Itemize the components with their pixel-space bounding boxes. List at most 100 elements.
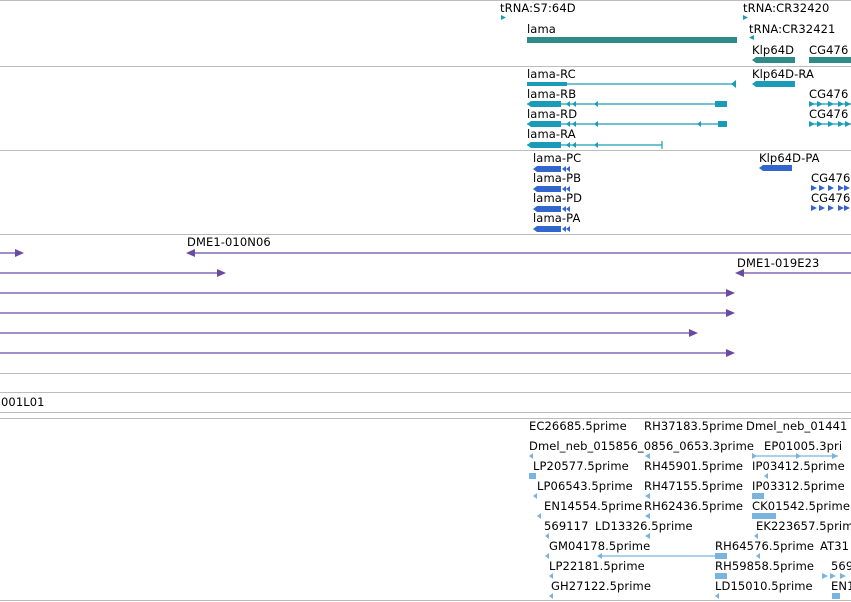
cg476-transcript-glyph-1 <box>809 101 851 107</box>
gene-label[interactable]: tRNA:CR32421 <box>749 22 836 36</box>
transcript-label[interactable]: lama-RD <box>527 107 578 121</box>
protein-label[interactable]: CG476 <box>811 171 851 185</box>
est-glyph <box>832 593 840 599</box>
est-label[interactable]: RH45901.5prime <box>644 459 744 473</box>
trna-s7-64d-glyph <box>501 15 506 20</box>
clone-dme1-019e23-glyph <box>735 269 851 277</box>
est-label[interactable]: EN14554.5prime <box>544 499 643 513</box>
est-glyph <box>752 493 764 499</box>
est-label[interactable]: EP01005.3pri <box>764 439 843 453</box>
cg476-protein-glyph-2 <box>811 205 850 211</box>
est-track-glyphs <box>529 453 846 599</box>
gene-label[interactable]: tRNA:S7:64D <box>500 1 576 15</box>
est-glyph <box>645 493 650 499</box>
est-label[interactable]: EK223657.5prime <box>756 519 851 533</box>
protein-label[interactable]: lama-PC <box>533 151 582 165</box>
est-label[interactable]: IP03312.5prime <box>752 479 845 493</box>
est-label[interactable]: 569 <box>831 559 851 573</box>
transcript-label[interactable]: lama-RB <box>527 87 577 101</box>
klp64d-pa-glyph <box>759 165 792 171</box>
protein-label[interactable]: lama-PA <box>533 211 581 225</box>
lama-rd-glyph <box>527 121 727 127</box>
est-glyph <box>645 533 650 539</box>
protein-label[interactable]: CG476 <box>811 191 851 205</box>
lama-gene-glyph <box>527 37 737 43</box>
transcript-track: lama-RC lama-RB lama-RD lama-RA Klp64D-R… <box>0 66 851 150</box>
transcript-label[interactable]: lama-RA <box>527 127 576 141</box>
est-glyph <box>822 573 846 579</box>
est-label[interactable]: EC26685.5prime <box>529 419 627 433</box>
clone-label[interactable]: DME1-019E23 <box>737 256 820 270</box>
track-separator <box>0 392 851 393</box>
est-label[interactable]: EN1 <box>831 579 851 593</box>
clone-glyph-1 <box>0 249 24 257</box>
gene-track: tRNA:S7:64D lama tRNA:CR32420 tRNA:CR324… <box>0 0 851 66</box>
est-label[interactable]: AT31 <box>820 539 850 553</box>
transcript-label[interactable]: CG476 <box>809 87 849 101</box>
gene-track-glyphs <box>501 15 851 63</box>
est-label[interactable]: RH59858.5prime <box>715 559 815 573</box>
protein-label[interactable]: Klp64D-PA <box>759 151 820 165</box>
est-label[interactable]: LD15010.5prime <box>715 579 813 593</box>
est-glyph <box>533 493 537 499</box>
clone-glyph-6 <box>0 349 735 357</box>
transcript-label[interactable]: Klp64D-RA <box>752 67 814 81</box>
lama-rb-glyph <box>527 101 727 107</box>
est-glyph <box>756 553 760 559</box>
est-label[interactable]: GH27122.5prime <box>551 579 652 593</box>
est-glyph <box>645 453 650 459</box>
clone-track: DME1-010N06 DME1-019E23 <box>0 234 851 373</box>
est-label[interactable]: RH37183.5prime <box>644 419 744 433</box>
clone-dme1-010n06-glyph <box>186 249 851 257</box>
est-label[interactable]: Dmel_neb_01441 <box>746 419 848 433</box>
est-label[interactable]: CK01542.5prime <box>752 499 851 513</box>
transcript-label[interactable]: CG476 <box>809 107 849 121</box>
est-label[interactable]: LP22181.5prime <box>549 559 645 573</box>
est-glyph <box>529 453 533 459</box>
est-label[interactable]: RH64576.5prime <box>715 539 815 553</box>
track-separator <box>0 418 851 419</box>
est-label[interactable]: IP03412.5prime <box>752 459 845 473</box>
track-separator <box>0 234 851 235</box>
gene-label[interactable]: lama <box>527 22 556 36</box>
lama-rc-glyph <box>527 80 736 88</box>
est-track: EC26685.5prime RH37183.5prime Dmel_neb_0… <box>0 418 851 600</box>
protein-label[interactable]: lama-PB <box>533 171 582 185</box>
est-label[interactable]: LD13326.5prime <box>595 519 693 533</box>
est-label[interactable]: RH62436.5prime <box>644 499 744 513</box>
est-glyph <box>645 513 650 519</box>
est-label[interactable]: GM04178.5prime <box>549 539 651 553</box>
clone-glyph-3 <box>0 289 735 297</box>
est-label[interactable]: 569117 <box>544 519 589 533</box>
est-label[interactable]: LP06543.5prime <box>537 479 633 493</box>
gene-label[interactable]: Klp64D <box>752 43 795 57</box>
cg476-gene-glyph <box>809 57 851 63</box>
est-glyph <box>545 553 549 559</box>
est-glyph <box>715 573 727 579</box>
est-label[interactable]: LP20577.5prime <box>533 459 629 473</box>
lama-pc-glyph <box>533 166 570 172</box>
est-glyph <box>715 593 719 599</box>
est-glyph <box>764 473 768 479</box>
klp64d-gene-glyph <box>752 57 795 63</box>
protein-label[interactable]: lama-PD <box>533 191 583 205</box>
clone-track-glyphs <box>0 249 851 357</box>
misc-track: 001L01 <box>0 392 851 412</box>
misc-label[interactable]: 001L01 <box>1 395 45 409</box>
est-label[interactable]: RH47155.5prime <box>644 479 744 493</box>
est-glyph <box>752 513 776 519</box>
est-glyph <box>752 453 838 459</box>
gene-label[interactable]: tRNA:CR32420 <box>743 1 830 15</box>
gene-label[interactable]: CG476 <box>809 43 849 57</box>
cg476-transcript-glyph-2 <box>809 121 851 127</box>
track-separator <box>0 600 851 601</box>
est-glyph <box>549 573 553 579</box>
est-glyph <box>537 513 541 519</box>
est-glyph <box>529 473 536 479</box>
est-glyph <box>549 593 553 599</box>
clone-label[interactable]: DME1-010N06 <box>187 235 271 249</box>
est-label[interactable]: Dmel_neb_015856_0856_0653.3prime <box>529 439 755 453</box>
transcript-label[interactable]: lama-RC <box>527 67 576 81</box>
transcript-track-glyphs <box>527 80 851 149</box>
